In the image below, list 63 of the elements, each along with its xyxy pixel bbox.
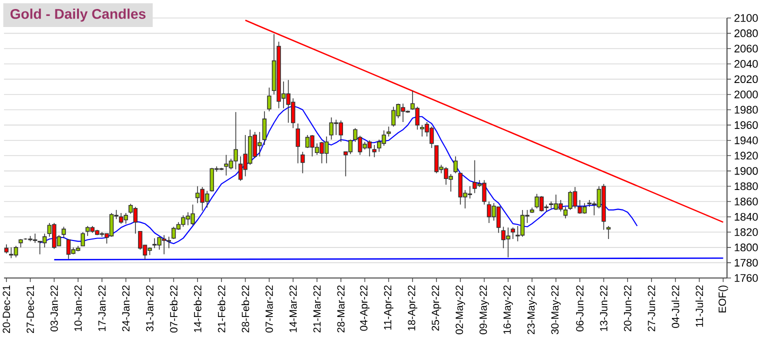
x-tick-label: 25-Apr-22: [432, 285, 442, 331]
x-tick-label: 06-Jun-22: [576, 285, 584, 332]
x-tick-label: 28-Mar-22: [337, 285, 345, 332]
x-tick-label: 13-Jun-22: [600, 285, 608, 331]
y-tick-label: 2000: [734, 90, 758, 98]
candlestick: [80, 232, 85, 246]
x-tick-label: 10-Jan-22: [74, 285, 82, 331]
x-tick-label: 16-May-22: [503, 285, 513, 334]
x-tick-label: 27-Dec-21: [26, 285, 34, 333]
candlestick: [267, 87, 272, 112]
y-tick-label: 1780: [734, 258, 758, 267]
y-tick-label: 2060: [734, 44, 758, 52]
y-tick-label: 1960: [734, 121, 758, 129]
x-tick-label: 23-May-22: [527, 285, 537, 334]
y-tick-label: 1900: [734, 167, 758, 175]
y-tick-label: 1880: [734, 182, 758, 190]
x-tick-label: 11-Apr-22: [384, 285, 394, 330]
candlestick: [300, 151, 305, 174]
candlestick: [606, 226, 611, 240]
y-tick-label: 2100: [734, 14, 758, 22]
candlestick: [262, 110, 267, 146]
candlestick: [296, 123, 300, 164]
candlestick: [62, 226, 66, 239]
y-tick-label: 2020: [734, 75, 758, 84]
y-tick-label: 1980: [734, 106, 758, 114]
x-tick-label: 11-Jul-22: [695, 285, 704, 327]
x-tick-label: 07-Feb-22: [170, 285, 178, 333]
x-tick-label: 03-Jan-22: [50, 285, 58, 332]
y-tick-label: 1800: [734, 244, 758, 252]
x-tick-label: 18-Apr-22: [408, 285, 418, 330]
y-tick-label: 1860: [734, 198, 758, 206]
x-tick-label: 04-Jul-22: [672, 285, 680, 328]
x-tick-label: 20-Jun-22: [624, 285, 632, 332]
x-tick-label: 20-Dec-21: [2, 285, 10, 333]
x-tick-label: 17-Jan-22: [98, 285, 106, 331]
x-tick-label: EOF(): [718, 286, 728, 312]
x-tick-label: 28-Feb-22: [242, 285, 250, 332]
y-tick-label: 2080: [734, 29, 758, 38]
candlestick: [510, 227, 516, 240]
x-tick-label: 21-Mar-22: [313, 285, 321, 332]
x-tick-label: 14-Mar-22: [289, 285, 297, 332]
x-tick-label: 09-May-22: [480, 285, 489, 334]
candlestick: [386, 126, 391, 137]
y-tick-label: 1820: [734, 228, 758, 236]
x-tick-label: 27-Jun-22: [648, 285, 656, 332]
y-tick-label: 1840: [734, 212, 758, 221]
candlestick: [372, 144, 376, 158]
chart-title: Gold - Daily Candles: [10, 8, 146, 22]
candlestick: [453, 156, 458, 174]
y-tick-label: 1940: [734, 136, 758, 144]
x-tick-label: 14-Feb-22: [194, 285, 202, 332]
x-tick-label: 24-Jan-22: [122, 285, 130, 332]
x-tick-label: 31-Jan-22: [146, 285, 154, 332]
candlestick: [4, 244, 9, 254]
x-tick-label: 04-Apr-22: [360, 285, 370, 331]
y-tick-label: 2040: [734, 60, 758, 68]
candlestick: [563, 206, 568, 219]
y-tick-label: 1920: [734, 152, 758, 160]
x-tick-label: 07-Mar-22: [266, 285, 273, 333]
x-tick-label: 02-May-22: [456, 285, 466, 334]
y-tick-label: 1760: [734, 274, 758, 282]
x-tick-label: 30-May-22: [551, 285, 561, 334]
x-tick-label: 21-Feb-22: [218, 285, 226, 332]
